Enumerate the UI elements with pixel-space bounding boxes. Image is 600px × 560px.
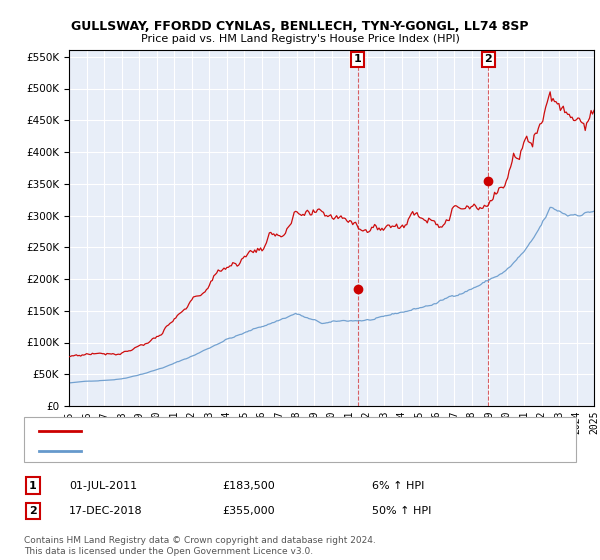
Text: 2: 2 bbox=[485, 54, 493, 64]
Text: 2: 2 bbox=[29, 506, 37, 516]
Text: 6% ↑ HPI: 6% ↑ HPI bbox=[372, 480, 424, 491]
Text: Price paid vs. HM Land Registry's House Price Index (HPI): Price paid vs. HM Land Registry's House … bbox=[140, 34, 460, 44]
Text: GULLSWAY, FFORDD CYNLAS, BENLLECH, TYN-Y-GONGL, LL74 8SP (detached house): GULLSWAY, FFORDD CYNLAS, BENLLECH, TYN-Y… bbox=[90, 426, 527, 436]
Text: 17-DEC-2018: 17-DEC-2018 bbox=[69, 506, 143, 516]
Text: £355,000: £355,000 bbox=[222, 506, 275, 516]
Text: 1: 1 bbox=[354, 54, 362, 64]
Text: 1: 1 bbox=[29, 480, 37, 491]
Text: £183,500: £183,500 bbox=[222, 480, 275, 491]
Text: Contains HM Land Registry data © Crown copyright and database right 2024.
This d: Contains HM Land Registry data © Crown c… bbox=[24, 536, 376, 556]
Text: HPI: Average price, detached house, Isle of Anglesey: HPI: Average price, detached house, Isle… bbox=[90, 446, 365, 456]
Text: 50% ↑ HPI: 50% ↑ HPI bbox=[372, 506, 431, 516]
Text: 01-JUL-2011: 01-JUL-2011 bbox=[69, 480, 137, 491]
Text: GULLSWAY, FFORDD CYNLAS, BENLLECH, TYN-Y-GONGL, LL74 8SP: GULLSWAY, FFORDD CYNLAS, BENLLECH, TYN-Y… bbox=[71, 20, 529, 32]
